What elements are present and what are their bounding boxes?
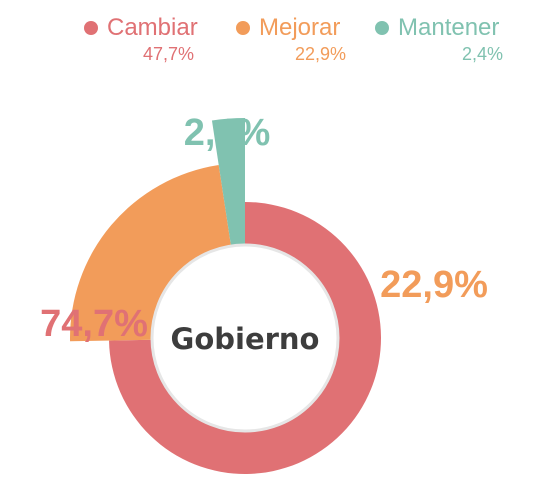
legend-label-cambiar: Cambiar: [84, 14, 198, 42]
legend-item-mantener: Mantener 2,4%: [375, 14, 505, 74]
slice-label-mantener: 2,4%: [184, 112, 271, 154]
legend-value-mejorar: 22,9%: [294, 44, 346, 64]
center-label: Gobierno: [171, 322, 320, 356]
slice-mantener: [211, 118, 245, 247]
legend-value-mantener: 2,4%: [461, 44, 503, 64]
legend-value-cambiar: 47,7%: [142, 44, 194, 64]
slice-labels: 74,7% 22,9% 2,4%: [40, 112, 488, 345]
donut-slices: [70, 118, 382, 474]
slice-label-cambiar: 74,7%: [40, 303, 148, 345]
legend-label-mejorar: Mejorar: [236, 14, 348, 42]
center-disc: [150, 243, 340, 433]
legend-name-mantener: Mantener: [398, 14, 500, 41]
legend-name-mejorar: Mejorar: [259, 14, 341, 41]
slice-mejorar: [70, 164, 232, 342]
legend-label-mantener: Mantener: [375, 14, 505, 42]
legend-dot-mejorar: [236, 21, 250, 35]
slice-cambiar: [109, 202, 382, 474]
slice-label-mejorar: 22,9%: [380, 264, 488, 306]
legend-dot-cambiar: [84, 21, 98, 35]
legend-dot-mantener: [375, 21, 389, 35]
legend-name-cambiar: Cambiar: [107, 14, 198, 41]
legend-item-cambiar: Cambiar 47,7%: [84, 14, 198, 74]
legend-item-mejorar: Mejorar 22,9%: [236, 14, 348, 74]
